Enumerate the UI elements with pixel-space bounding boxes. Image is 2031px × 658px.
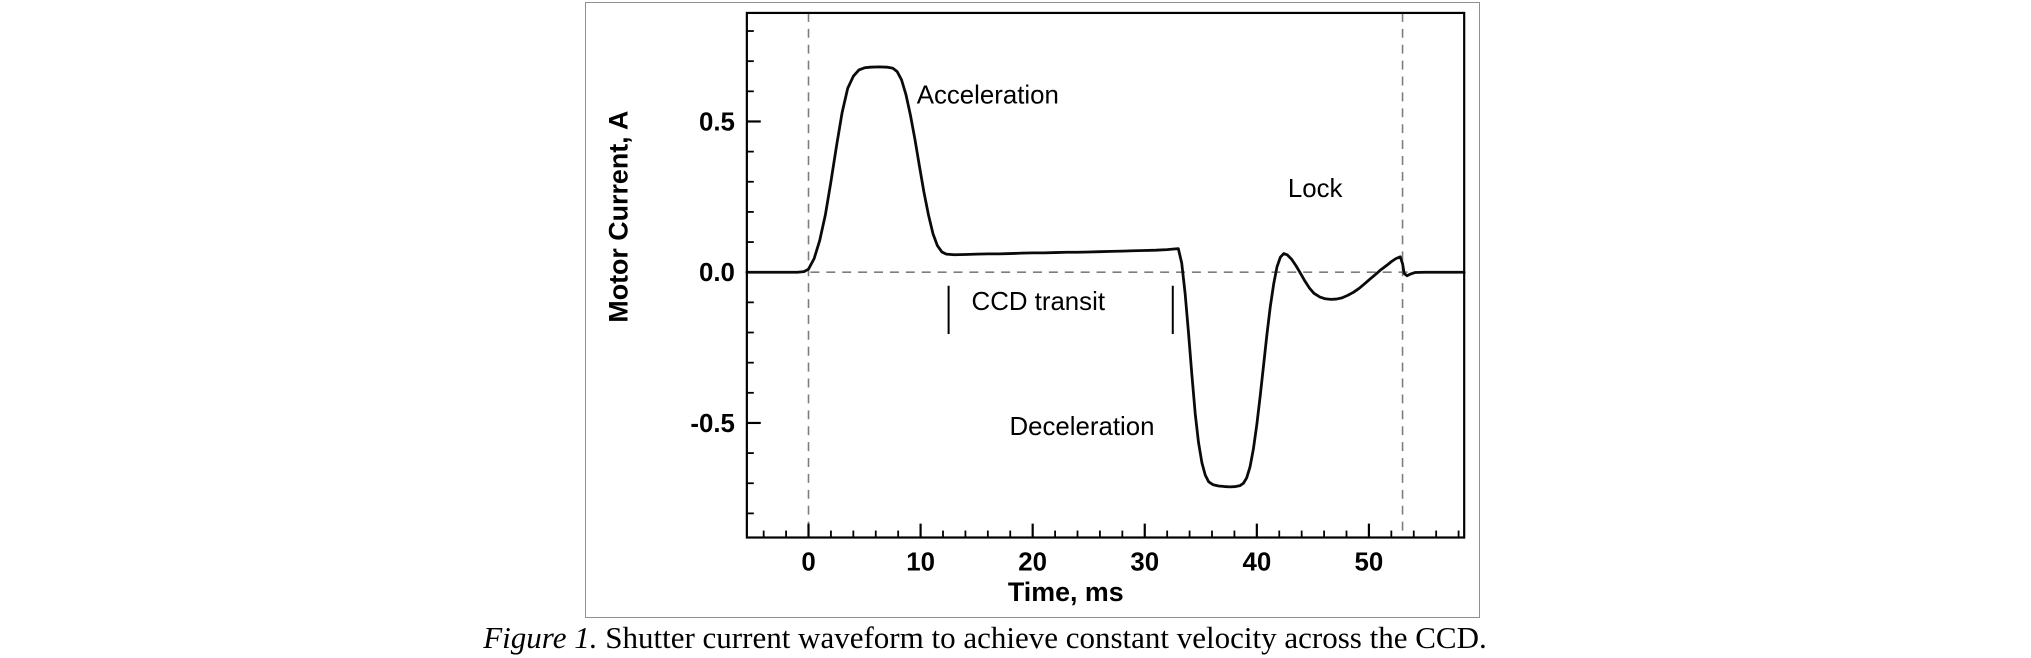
y-tick-label: -0.5 <box>690 410 735 438</box>
annotation-ccd-transit: CCD transit <box>972 288 1105 316</box>
annotation-lock: Lock <box>1288 175 1343 203</box>
y-tick-label: 0.0 <box>699 259 735 287</box>
figure-caption-text: Shutter current waveform to achieve cons… <box>597 620 1487 655</box>
figure-caption: Figure 1. Shutter current waveform to ac… <box>355 620 1615 656</box>
annotation-deceleration: Deceleration <box>1009 413 1154 441</box>
x-tick-label: 30 <box>1130 548 1159 576</box>
x-axis-title: Time, ms <box>1008 577 1124 607</box>
motor-current-chart: 0 10 20 30 40 50 0.5 0.0 -0.5 Acceleration CCD tra… <box>604 11 1466 607</box>
y-tick-label: 0.5 <box>699 108 735 136</box>
figure-caption-label: Figure 1. <box>483 620 598 655</box>
x-tick-label: 20 <box>1018 548 1047 576</box>
y-axis-title: Motor Current, A <box>604 111 634 323</box>
x-tick-label: 50 <box>1355 548 1384 576</box>
plot-frame <box>745 11 1466 539</box>
waveform-motor-current <box>745 65 1466 489</box>
x-tick-label: 10 <box>906 548 935 576</box>
x-tick-label: 40 <box>1242 548 1271 576</box>
x-tick-label: 0 <box>801 548 815 576</box>
annotation-acceleration: Acceleration <box>917 81 1059 109</box>
figure-panel: 0 10 20 30 40 50 0.5 0.0 -0.5 Acceleration CCD tra… <box>585 2 1480 618</box>
